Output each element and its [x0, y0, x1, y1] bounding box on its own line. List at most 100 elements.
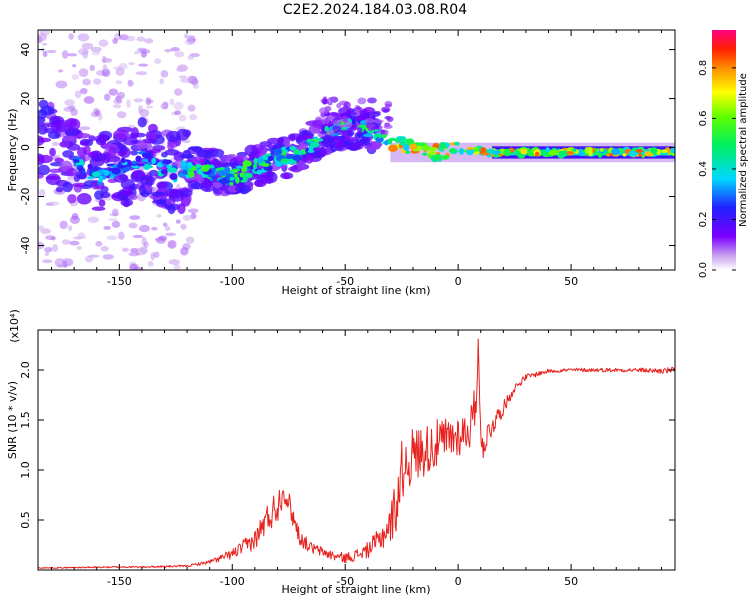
spectral-peak: [242, 160, 252, 167]
spectral-blob: [190, 212, 197, 220]
spectral-peak: [388, 144, 398, 152]
spectral-peak: [313, 136, 319, 140]
spectral-blob: [192, 84, 199, 89]
spectral-blob: [381, 106, 391, 113]
spectral-peak: [273, 148, 283, 156]
spectral-blob: [74, 90, 82, 99]
spectral-blob: [57, 69, 64, 73]
spectral-blob: [72, 182, 87, 188]
spectral-blob: [98, 113, 103, 121]
spectral-peak: [210, 175, 216, 180]
spectral-blob: [327, 97, 335, 102]
spectral-blob: [81, 42, 94, 50]
spectral-blob: [373, 125, 383, 130]
spectral-peak: [262, 163, 270, 167]
spectral-blob: [38, 164, 51, 176]
spectral-blob: [156, 214, 162, 218]
spectral-blob: [264, 174, 274, 185]
spectral-peak: [469, 149, 475, 154]
spectrogram-y-tick-label: -20: [19, 188, 32, 206]
spectral-peak: [178, 172, 184, 178]
spectral-blob: [164, 226, 171, 231]
spectral-peak: [73, 159, 80, 163]
spectrogram-panel: -150 -100 -50 0 50 -40 -20 0 20 40 Height of stra…: [6, 29, 676, 297]
spectral-blob: [49, 168, 62, 174]
spectral-blob: [151, 191, 166, 197]
spectral-peak: [109, 175, 115, 179]
spectral-peak: [503, 148, 512, 157]
spectral-blob: [79, 140, 89, 146]
spectral-blob: [160, 70, 169, 78]
spectral-peak: [186, 162, 193, 169]
spectral-blob: [38, 122, 47, 127]
spectral-blob: [340, 124, 346, 128]
spectral-blob: [384, 103, 393, 108]
spectral-peak: [399, 139, 406, 146]
spectral-blob: [38, 124, 48, 135]
spectral-peak: [453, 141, 460, 146]
spectral-blob: [38, 225, 45, 231]
spectral-blob: [50, 161, 64, 167]
spectral-blob: [102, 64, 108, 73]
snr-x-tick-label: -50: [336, 575, 354, 588]
spectral-blob: [62, 150, 74, 158]
spectral-peak: [363, 133, 373, 138]
spectral-blob: [138, 224, 150, 233]
spectral-peak: [491, 150, 502, 155]
spectral-peak: [188, 171, 195, 178]
spectral-peak: [285, 154, 294, 160]
spectral-blob: [174, 51, 185, 58]
spectral-peak: [317, 138, 324, 142]
spectrogram-x-tick-label: -50: [336, 275, 354, 288]
spectral-blob: [140, 51, 147, 58]
spectral-blob: [64, 99, 75, 107]
spectral-peak: [180, 166, 190, 170]
spectral-blob: [38, 116, 46, 124]
spectral-blob: [184, 38, 195, 46]
spectral-blob: [128, 81, 135, 87]
spectral-blob: [55, 80, 68, 89]
spectral-blob: [334, 138, 345, 149]
spectral-peak: [308, 145, 314, 151]
spectral-peak: [635, 149, 643, 153]
spectral-peak: [294, 148, 300, 155]
spectral-blob: [322, 98, 327, 105]
spectral-blob: [321, 117, 326, 125]
spectral-peak: [579, 151, 586, 156]
spectral-peak: [205, 164, 210, 170]
spectral-peak: [92, 171, 101, 178]
snr-multiplier-label: (x10⁴): [8, 309, 21, 343]
spectral-blob: [244, 144, 258, 157]
spectral-blob: [67, 53, 78, 57]
spectral-blob: [67, 175, 75, 180]
spectral-peak: [572, 148, 577, 152]
spectral-peak: [433, 153, 442, 161]
spectrogram-y-tick-label: 40: [19, 43, 32, 57]
spectral-blob: [304, 154, 314, 164]
spectral-blob: [126, 99, 131, 108]
spectral-blob: [128, 222, 138, 229]
spectral-blob: [138, 184, 147, 196]
spectral-peak: [280, 158, 289, 163]
spectral-peak: [242, 172, 253, 179]
spectral-blob: [115, 67, 125, 76]
spectral-blob: [145, 97, 152, 106]
spectral-peak: [427, 150, 437, 155]
spectral-blob: [332, 120, 342, 126]
spectral-blob: [130, 183, 139, 190]
spectral-blob: [78, 68, 89, 77]
spectral-peak: [98, 175, 104, 183]
spectral-blob: [145, 105, 154, 109]
colorbar-tick-label: 0.6: [698, 110, 709, 126]
spectral-blob: [68, 118, 81, 131]
spectral-blob: [179, 188, 193, 198]
spectral-blob: [235, 154, 244, 161]
spectral-peak: [660, 151, 669, 156]
spectral-blob: [296, 159, 305, 171]
spectral-peak: [78, 167, 83, 172]
spectral-peak: [265, 153, 272, 157]
spectral-blob: [45, 175, 60, 181]
spectral-blob: [76, 246, 83, 250]
spectral-blob: [59, 141, 71, 148]
